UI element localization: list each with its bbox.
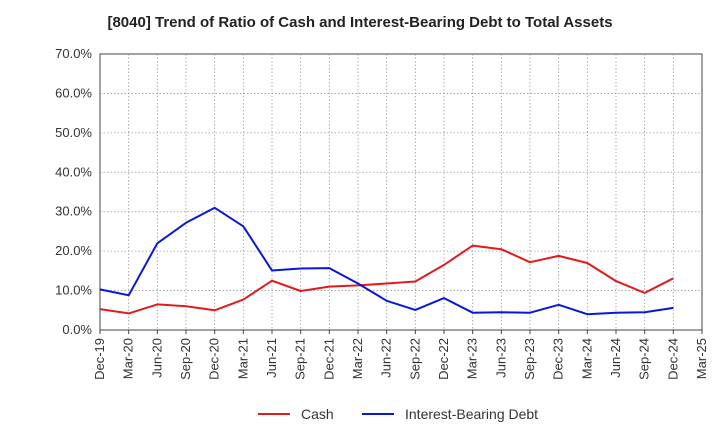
x-tick-label: Dec-23 bbox=[551, 338, 566, 380]
x-tick-label: Dec-24 bbox=[665, 338, 680, 380]
x-tick-label: Jun-20 bbox=[149, 338, 164, 378]
x-tick-label: Dec-22 bbox=[436, 338, 451, 380]
legend-label-cash: Cash bbox=[301, 406, 334, 422]
x-tick-label: Jun-23 bbox=[493, 338, 508, 378]
x-tick-label: Mar-20 bbox=[121, 338, 136, 379]
x-tick-label: Dec-20 bbox=[207, 338, 222, 380]
x-tick-label: Sep-21 bbox=[293, 338, 308, 380]
y-tick-label: 70.0% bbox=[55, 46, 92, 61]
x-tick-label: Jun-22 bbox=[379, 338, 394, 378]
x-tick-label: Sep-22 bbox=[407, 338, 422, 380]
series-line-interest-bearing-debt bbox=[99, 206, 674, 316]
x-tick-label: Dec-21 bbox=[321, 338, 336, 380]
y-tick-label: 50.0% bbox=[55, 125, 92, 140]
x-tick-label: Mar-24 bbox=[579, 338, 594, 379]
chart-title: [8040] Trend of Ratio of Cash and Intere… bbox=[107, 14, 613, 31]
y-tick-label: 30.0% bbox=[55, 204, 92, 219]
y-tick-label: 40.0% bbox=[55, 164, 92, 179]
x-tick-label: Mar-25 bbox=[694, 338, 709, 379]
x-tick-label: Mar-21 bbox=[235, 338, 250, 379]
y-tick-label: 10.0% bbox=[55, 283, 92, 298]
legend-label-interest-bearing-debt: Interest-Bearing Debt bbox=[405, 406, 538, 422]
y-tick-label: 60.0% bbox=[55, 85, 92, 100]
plot-area bbox=[99, 53, 703, 331]
y-tick-label: 0.0% bbox=[62, 322, 92, 337]
x-tick-label: Dec-19 bbox=[92, 338, 107, 380]
x-tick-label: Sep-24 bbox=[637, 338, 652, 380]
x-tick-label: Jun-21 bbox=[264, 338, 279, 378]
x-tick-label: Mar-22 bbox=[350, 338, 365, 379]
x-tick-label: Sep-20 bbox=[178, 338, 193, 380]
x-tick-label: Jun-24 bbox=[608, 338, 623, 378]
x-tick-label: Sep-23 bbox=[522, 338, 537, 380]
x-tick-label: Mar-23 bbox=[465, 338, 480, 379]
y-tick-label: 20.0% bbox=[55, 243, 92, 258]
series-line-cash bbox=[99, 244, 674, 315]
